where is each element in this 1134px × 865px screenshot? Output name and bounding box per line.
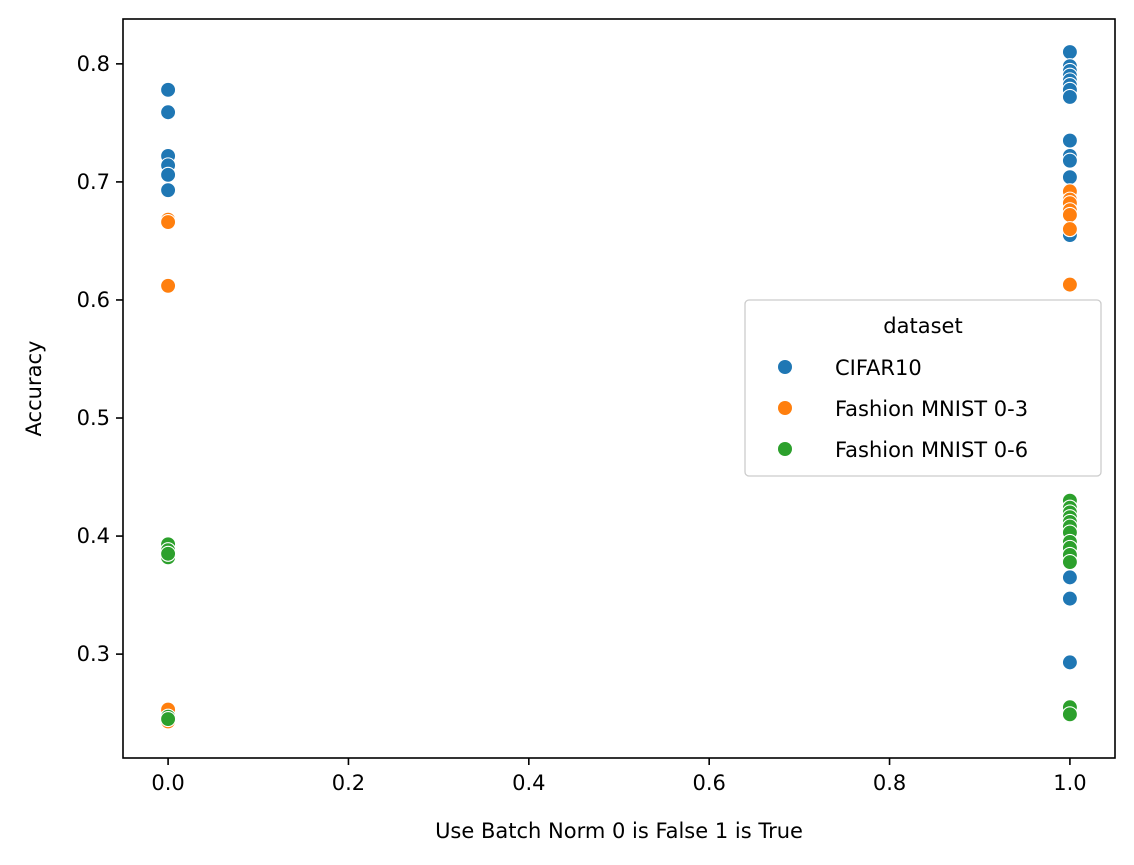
data-point-cifar10 [1061,169,1078,186]
data-point-fashion-mnist-0-3 [160,277,177,294]
data-point-fashion-mnist-0-6 [1061,553,1078,571]
data-point-cifar10 [160,182,177,199]
data-point-fashion-mnist-0-3 [160,213,177,231]
data-point-fashion-mnist-0-3 [1061,206,1078,224]
data-point-cifar10 [1061,569,1078,586]
x-axis: 0.0 0.2 0.4 0.6 0.8 1.0 [151,758,1087,795]
data-point-cifar10 [1061,88,1078,105]
x-tick-label: 0.4 [512,771,545,795]
data-point-cifar10 [1061,44,1078,61]
data-point-fashion-mnist-0-3 [1061,276,1078,293]
data-point-fashion-mnist-0-6 [160,545,177,562]
legend-label: Fashion MNIST 0-3 [835,397,1028,421]
x-tick-label: 0.8 [873,771,906,795]
y-tick-label: 0.5 [77,406,110,430]
legend-title: dataset [883,314,962,338]
y-axis-title: Accuracy [22,341,46,437]
y-tick-label: 0.8 [77,52,110,76]
data-point-cifar10 [160,81,177,98]
y-tick-label: 0.6 [77,288,110,312]
data-point-fashion-mnist-0-3 [1061,221,1078,238]
legend-label: Fashion MNIST 0-6 [835,438,1028,462]
data-point-cifar10 [1061,132,1078,149]
legend-marker [778,442,792,456]
data-point-fashion-mnist-0-6 [160,710,177,728]
legend: dataset CIFAR10 Fashion MNIST 0-3 Fashion … [744,299,1102,477]
y-axis: 0.3 0.4 0.5 0.6 0.7 0.8 [77,52,123,666]
points-layer [160,44,1078,730]
x-tick-label: 0.6 [692,771,725,795]
x-tick-label: 0.0 [151,771,184,795]
legend-marker [778,401,792,415]
legend-items: CIFAR10 Fashion MNIST 0-3 Fashion MNIST 0-… [778,356,1028,462]
legend-marker [778,360,792,374]
data-point-cifar10 [1061,590,1078,607]
x-tick-label: 1.0 [1053,771,1086,795]
legend-box [744,299,1102,477]
data-point-cifar10 [1061,152,1078,169]
y-tick-label: 0.3 [77,642,110,666]
data-point-cifar10 [160,166,177,183]
x-axis-title: Use Batch Norm 0 is False 1 is True [435,819,803,843]
data-point-cifar10 [1061,654,1078,671]
legend-label: CIFAR10 [835,356,922,380]
data-point-fashion-mnist-0-6 [1061,706,1078,723]
plot-frame [122,18,1116,759]
y-tick-label: 0.4 [77,524,110,548]
data-point-cifar10 [160,104,177,121]
x-tick-label: 0.2 [332,771,365,795]
y-tick-label: 0.7 [77,170,110,194]
